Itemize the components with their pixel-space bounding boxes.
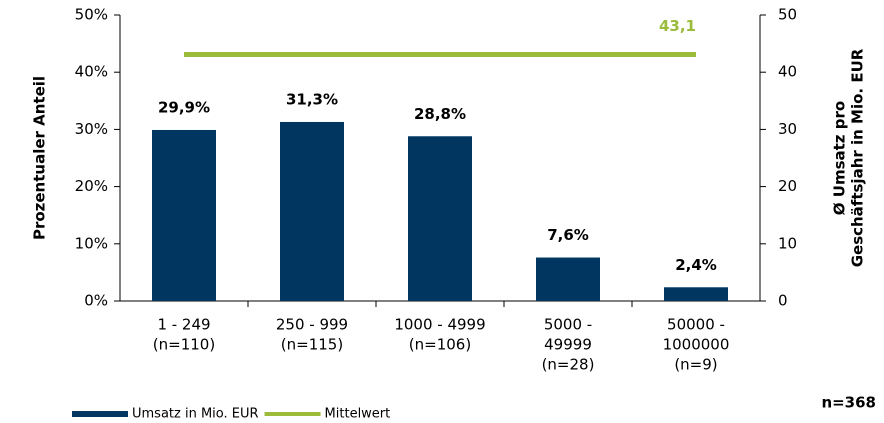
bar <box>152 129 216 301</box>
data-label: 2,4% <box>675 256 717 274</box>
data-label: 29,9% <box>158 98 210 116</box>
y2-tick-label: 10 <box>778 234 797 252</box>
legend-label: Mittelwert <box>325 407 391 422</box>
y-tick-label: 10% <box>75 234 108 252</box>
x-tick-label: 50000 - <box>667 316 725 334</box>
y-tick-label: 50% <box>75 6 108 24</box>
y2-tick-label: 0 <box>778 292 788 310</box>
data-label: 28,8% <box>414 105 466 123</box>
bar <box>408 136 472 301</box>
x-tick-label: 1000 - 4999 <box>394 316 485 334</box>
annotation: n=368 <box>821 394 876 412</box>
bar <box>280 121 344 302</box>
data-label: 31,3% <box>286 90 338 108</box>
y-tick-label: 0% <box>84 292 108 310</box>
y2-axis-label: Geschäftsjahr in Mio. EUR <box>849 48 867 267</box>
legend-swatch <box>72 411 128 417</box>
y-tick-label: 40% <box>75 63 108 81</box>
y-tick-label: 30% <box>75 120 108 138</box>
y-axis-label: Prozentualer Anteil <box>31 76 49 240</box>
legend-label: Umsatz in Mio. EUR <box>132 407 259 422</box>
x-tick-label: 250 - 999 <box>276 316 348 334</box>
data-label: 7,6% <box>547 226 589 244</box>
y2-axis-label: Ø Umsatz pro <box>831 101 849 215</box>
y2-tick-label: 40 <box>778 63 797 81</box>
y-tick-label: 20% <box>75 177 108 195</box>
x-tick-label: (n=110) <box>153 336 215 354</box>
bar <box>536 257 600 301</box>
x-tick-label: (n=28) <box>542 356 595 374</box>
y2-tick-label: 30 <box>778 120 797 138</box>
y2-tick-label: 20 <box>778 177 797 195</box>
data-label: 43,1 <box>659 17 696 35</box>
x-tick-label: 49999 <box>544 336 592 354</box>
bar <box>664 287 728 301</box>
x-tick-label: 1000000 <box>663 336 730 354</box>
x-tick-label: 1 - 249 <box>157 316 210 334</box>
y2-tick-label: 50 <box>778 6 797 24</box>
x-tick-label: (n=9) <box>674 356 717 374</box>
x-tick-label: (n=115) <box>281 336 343 354</box>
x-tick-label: (n=106) <box>409 336 471 354</box>
legend-swatch <box>264 412 321 416</box>
x-tick-label: 5000 - <box>544 316 592 334</box>
